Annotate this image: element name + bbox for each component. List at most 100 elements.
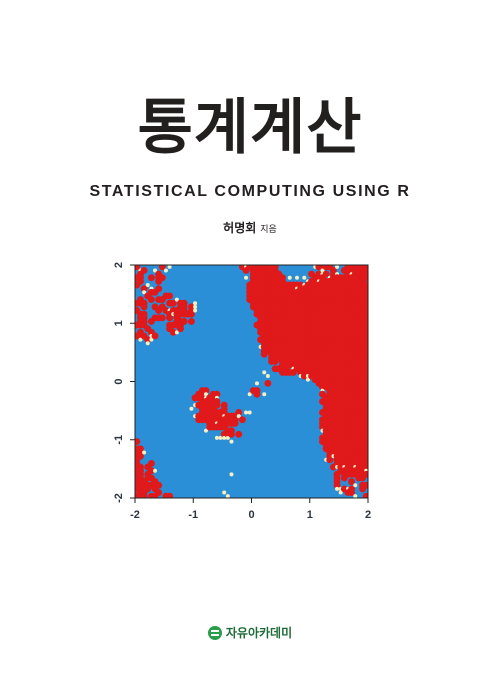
field-cell-cream xyxy=(153,468,158,473)
field-cell-cream xyxy=(222,435,227,440)
field-cell-cream xyxy=(214,435,219,440)
field-cell-red xyxy=(155,489,163,496)
field-cell-cream xyxy=(145,341,150,346)
field-cell-cream xyxy=(193,301,198,306)
field-cell-red xyxy=(155,285,163,293)
y-axis: -2 -1 0 1 2 xyxy=(113,262,135,503)
field-cell-cream xyxy=(265,374,270,379)
book-title: 통계계산 xyxy=(137,93,363,163)
field-cell-cream xyxy=(305,377,310,382)
field-cell-cream xyxy=(225,435,230,440)
field-cell-cream xyxy=(225,494,230,498)
field-cell-cream xyxy=(218,435,223,440)
field-cell-red xyxy=(147,467,155,475)
field-cell-cream xyxy=(262,392,267,397)
field-cell-cream xyxy=(229,472,234,477)
field-cell-red xyxy=(228,430,235,438)
publisher-logo-icon xyxy=(207,625,222,640)
field-cell-red xyxy=(333,481,341,489)
field-cell-red xyxy=(144,336,152,344)
field-cell-cream xyxy=(335,486,340,491)
x-tick-label: 1 xyxy=(307,509,313,521)
field-cell-cream xyxy=(244,275,249,280)
y-tick-label: 2 xyxy=(113,262,125,268)
field-cell-red xyxy=(348,489,356,496)
field-cell-red xyxy=(238,416,246,424)
field-cell-red xyxy=(362,470,368,478)
plot-field xyxy=(135,265,368,498)
field-cell-red xyxy=(147,274,155,282)
field-cell-cream xyxy=(174,330,179,335)
field-cell-red xyxy=(322,270,330,278)
y-tick-label: 0 xyxy=(113,378,125,384)
field-cell-cream xyxy=(145,283,150,288)
field-cell-cream xyxy=(189,406,194,411)
field-cell-red xyxy=(177,325,184,333)
y-tick-label: -1 xyxy=(113,435,125,445)
field-cell-cream xyxy=(247,392,252,397)
field-cell-red xyxy=(235,430,243,438)
field-cell-cream xyxy=(338,490,343,495)
x-tick-label: -2 xyxy=(130,509,140,521)
field-cell-red xyxy=(166,314,174,322)
field-cell-cream xyxy=(353,483,358,488)
author-name: 허명회 xyxy=(223,221,257,235)
field-cell-red xyxy=(137,277,144,285)
field-cell-cream xyxy=(236,414,241,419)
field-cell-red xyxy=(140,492,148,498)
field-cell-cream xyxy=(229,439,234,444)
field-cell-red xyxy=(213,401,221,409)
field-cell-red xyxy=(137,452,144,460)
field-cell-cream xyxy=(203,428,208,433)
field-cell-red xyxy=(140,285,148,293)
field-cell-cream xyxy=(193,308,198,313)
author-role: 지음 xyxy=(260,225,277,235)
field-cell-red xyxy=(235,408,243,416)
x-tick-label: 0 xyxy=(248,509,254,521)
field-cell-red xyxy=(213,390,221,398)
field-cell-cream xyxy=(295,275,300,280)
field-cell-cream xyxy=(138,337,143,342)
field-cell-red xyxy=(326,456,334,464)
field-cell-red xyxy=(187,317,195,325)
field-cell-red xyxy=(166,292,174,300)
field-cell-red xyxy=(158,265,166,271)
field-cell-cream xyxy=(142,450,147,455)
field-cell-cream xyxy=(163,268,168,273)
plot-svg: -2 -1 0 1 2 -2 -1 0 1 2 xyxy=(113,262,371,521)
field-cell-cream xyxy=(167,265,172,269)
field-cell-cream xyxy=(153,268,158,273)
field-cell-red xyxy=(166,492,174,498)
field-cell-cream xyxy=(353,494,358,498)
field-cell-red xyxy=(158,274,166,282)
field-cell-cream xyxy=(149,337,154,342)
field-cell-red xyxy=(187,310,195,318)
x-axis: -2 -1 0 1 2 xyxy=(130,498,371,521)
field-cell-cream xyxy=(262,370,267,375)
field-cell-cream xyxy=(222,490,227,495)
field-cell-cream xyxy=(244,410,249,415)
field-cell-red xyxy=(155,481,163,489)
field-cell-cream xyxy=(247,410,252,415)
field-cell-red xyxy=(169,328,177,336)
x-tick-label: -1 xyxy=(188,509,198,521)
field-cell-red xyxy=(348,478,356,486)
publisher: 자유아카데미 xyxy=(0,624,500,644)
field-cell-cream xyxy=(320,268,325,273)
field-cell-red xyxy=(135,438,141,446)
publisher-name: 자유아카데미 xyxy=(225,626,293,640)
author-line: 허명회 지음 xyxy=(0,217,500,236)
field-cell-red xyxy=(264,379,272,387)
field-cell-red xyxy=(140,267,148,274)
field-cell-cream xyxy=(203,392,208,397)
field-cell-red xyxy=(253,390,261,398)
field-cell-red xyxy=(158,314,166,322)
field-cell-cream xyxy=(193,304,198,309)
field-cell-red xyxy=(362,492,368,498)
y-tick-label: -2 xyxy=(113,493,125,503)
field-cell-red xyxy=(135,265,141,271)
x-tick-label: 2 xyxy=(365,509,371,521)
field-cell-cream xyxy=(302,275,307,280)
field-cell-cream xyxy=(335,265,340,269)
